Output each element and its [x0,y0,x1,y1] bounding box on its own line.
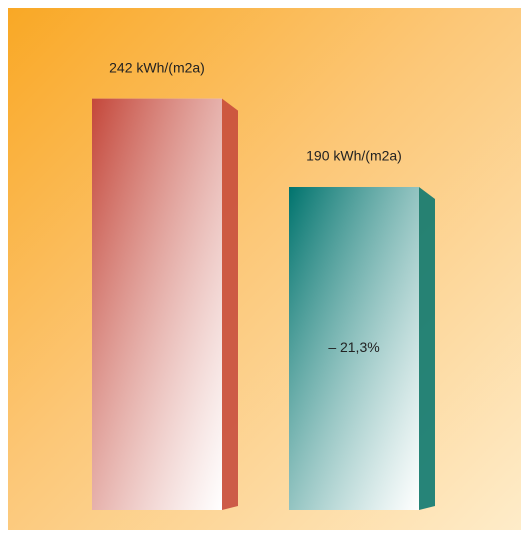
value-label: 242 kWh/(m2a) [109,59,205,75]
bar [289,187,419,510]
bar-side [222,98,238,510]
value-label: 190 kWh/(m2a) [306,148,402,164]
background [8,8,521,530]
bar-side [419,187,435,510]
annotation: – 21,3% [328,339,379,355]
bar [92,98,222,510]
